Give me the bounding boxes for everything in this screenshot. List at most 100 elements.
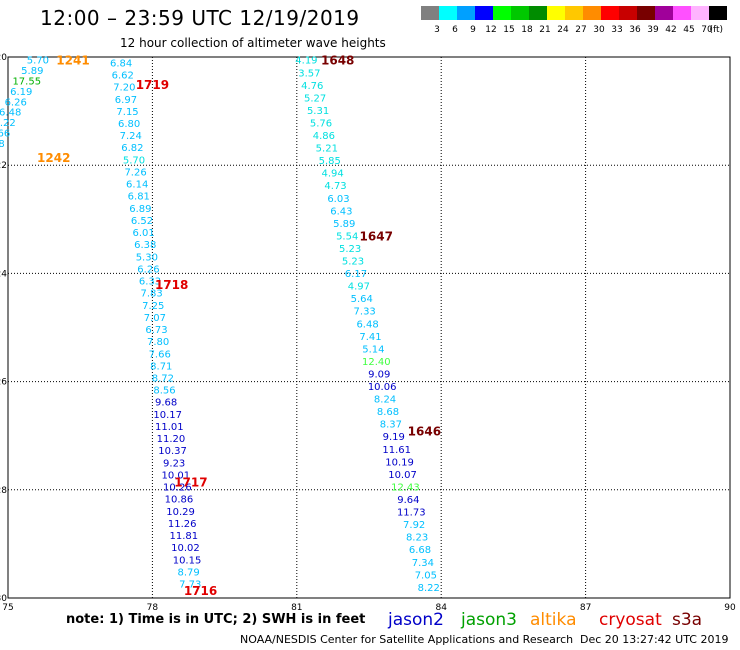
legend-swatch — [547, 6, 565, 20]
wave-height-value: 6.48 — [356, 319, 378, 330]
wave-height-value: 9.23 — [163, 458, 185, 469]
lon-tick-label: 87 — [580, 603, 591, 610]
legend-label: 18 — [521, 25, 533, 35]
legend-swatch — [439, 6, 457, 20]
satellite-label-s3a: s3a — [672, 610, 703, 630]
wave-height-value: 6.82 — [121, 143, 143, 154]
wave-height-value: 7.80 — [147, 337, 169, 348]
wave-height-value: 6.97 — [115, 95, 137, 106]
pass-time-label: 1717 — [174, 476, 207, 490]
legend-label: 36 — [629, 25, 641, 35]
wave-height-value: 6.26 — [137, 264, 159, 275]
wave-height-value: 7.24 — [120, 131, 142, 142]
page-subtitle: 12 hour collection of altimeter wave hei… — [120, 36, 386, 50]
wave-height-value: 6.26 — [5, 97, 27, 108]
wave-height-value: 11.20 — [157, 434, 186, 445]
wave-height-value: 10.02 — [171, 543, 200, 554]
wave-height-value: 10.37 — [158, 446, 187, 457]
wave-height-value: 8.68 — [377, 407, 399, 418]
legend-swatch — [529, 6, 547, 20]
credit-text: NOAA/NESDIS Center for Satellite Applica… — [240, 633, 574, 646]
lat-tick-label: -20 — [0, 53, 7, 63]
wave-height-value: 8.37 — [380, 420, 402, 431]
wave-height-value: 8.71 — [150, 361, 172, 372]
legend-label: 15 — [503, 25, 514, 35]
legend-swatch — [583, 6, 601, 20]
wave-height-value: 6.68 — [409, 545, 431, 556]
wave-height-value: 5.23 — [339, 244, 361, 255]
legend-label: 30 — [593, 25, 605, 35]
wave-height-value: 4.76 — [301, 81, 323, 92]
wave-height-value: 5.14 — [362, 344, 384, 355]
wave-height-value: 6.84 — [110, 58, 132, 69]
wave-height-value: 5.31 — [307, 106, 329, 117]
wave-height-value: 7.92 — [403, 520, 425, 531]
wave-height-value: 8.23 — [406, 533, 428, 544]
wave-height-value: 4.73 — [324, 181, 346, 192]
lat-tick-label: -26 — [0, 378, 7, 388]
wave-height-value: 6.66 — [0, 128, 10, 139]
pass-time-label: 1242 — [37, 151, 70, 165]
wave-height-value: 6.62 — [112, 71, 134, 82]
lat-tick-label: -22 — [0, 161, 7, 171]
lat-tick-label: -28 — [0, 486, 7, 496]
wave-height-value: 7.25 — [142, 301, 164, 312]
wave-height-value: 9.68 — [155, 398, 177, 409]
legend-label: 39 — [647, 25, 659, 35]
lon-tick-label: 84 — [435, 603, 447, 610]
wave-height-value: 6.43 — [330, 206, 352, 217]
wave-height-value: 6.89 — [129, 204, 151, 215]
lon-tick-label: 78 — [147, 603, 159, 610]
wave-height-value: 6.80 — [118, 119, 140, 130]
wave-height-value: 7.07 — [144, 313, 166, 324]
wave-height-value: 6.19 — [10, 87, 32, 98]
wave-height-value: 10.29 — [166, 507, 195, 518]
legend-label: 45 — [683, 25, 694, 35]
wave-height-value: 7.83 — [141, 289, 163, 300]
page-title: 12:00 – 23:59 UTC 12/19/2019 — [40, 6, 360, 30]
footer-note: note: 1) Time is in UTC; 2) SWH is in fe… — [66, 612, 366, 627]
wave-height-value: 5.21 — [316, 144, 338, 155]
pass-time-label: 1718 — [155, 278, 188, 292]
wave-height-value: 7.05 — [415, 570, 437, 581]
wave-height-value: 5.76 — [310, 118, 332, 129]
legend-label: 6 — [452, 25, 458, 35]
wave-height-value: 6.17 — [345, 269, 367, 280]
wave-height-value: 9.64 — [397, 495, 419, 506]
wave-height-value: 5.89 — [333, 219, 355, 230]
wave-height-value: 5.70 — [123, 155, 145, 166]
legend-label: 21 — [539, 25, 550, 35]
wave-height-value: 17.55 — [12, 76, 41, 87]
wave-height-value: 7.66 — [149, 349, 171, 360]
wave-height-value: 5.54 — [336, 231, 358, 242]
legend-swatch — [493, 6, 511, 20]
wave-height-value: 7.73 — [179, 580, 201, 591]
pass-time-label: 1647 — [360, 230, 393, 244]
wave-height-value: 5.70 — [27, 56, 49, 67]
legend-swatch — [709, 6, 727, 20]
wave-height-value: 10.15 — [173, 555, 202, 566]
pass-time-label: 1716 — [184, 584, 217, 598]
legend-swatch — [457, 6, 475, 20]
satellite-label-jason3: jason3 — [461, 610, 517, 630]
legend-swatch — [673, 6, 691, 20]
legend-swatch — [475, 6, 493, 20]
lon-tick-label: 75 — [2, 603, 13, 610]
legend-swatch — [619, 6, 637, 20]
wave-height-value: 6.38 — [134, 240, 156, 251]
wave-height-value: 12.40 — [362, 357, 391, 368]
wave-height-value: 10.26 — [163, 483, 192, 494]
wave-height-value: 6.03 — [327, 194, 349, 205]
wave-height-value: 7.33 — [354, 307, 376, 318]
wave-height-value: 7.20 — [113, 83, 135, 94]
wave-height-value: 5.64 — [351, 294, 373, 305]
wave-height-value: 7.18 — [0, 139, 5, 150]
wave-height-value: 6.52 — [131, 216, 153, 227]
wave-height-value: 7.34 — [412, 558, 434, 569]
wave-height-value: 9.19 — [383, 432, 405, 443]
pass-time-label: 1648 — [321, 54, 354, 68]
legend-swatch — [421, 6, 439, 20]
wave-height-value: 8.72 — [152, 373, 174, 384]
legend-label: 33 — [611, 25, 622, 35]
wave-height-value: 8.22 — [418, 583, 440, 594]
